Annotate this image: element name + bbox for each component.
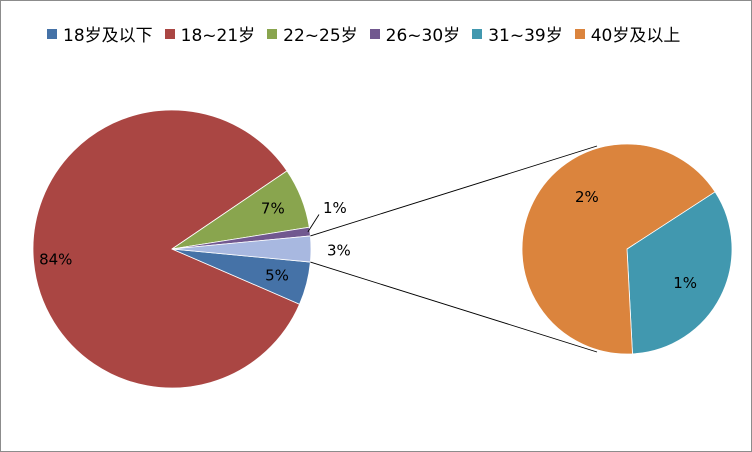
legend-label-4: 31~39岁 bbox=[488, 26, 563, 46]
main-slice-other bbox=[171, 235, 312, 263]
legend-swatch-3 bbox=[369, 28, 380, 39]
connector-line-top bbox=[310, 145, 598, 237]
legend-item-3: 26~30岁 bbox=[369, 21, 461, 46]
legend: 18岁及以下 18~21岁 22~25岁 26~30岁 31~39岁 40岁及以… bbox=[47, 21, 692, 46]
legend-label-3: 26~30岁 bbox=[385, 26, 461, 46]
data-label-22-25: 7% bbox=[261, 200, 285, 218]
legend-swatch-1 bbox=[164, 28, 175, 39]
data-label-31-39: 1% bbox=[673, 274, 697, 292]
legend-swatch-0 bbox=[47, 28, 57, 39]
data-label-18-21: 84% bbox=[39, 250, 72, 268]
connector-line-bottom bbox=[310, 261, 598, 353]
data-label-18-and-under: 5% bbox=[265, 266, 289, 284]
leader-line-26-30 bbox=[307, 214, 320, 233]
data-label-other: 3% bbox=[327, 242, 351, 260]
legend-swatch-2 bbox=[267, 28, 278, 39]
legend-item-4: 31~39岁 bbox=[472, 21, 563, 46]
legend-item-2: 22~25岁 bbox=[267, 21, 358, 46]
legend-item-1: 18~21岁 bbox=[164, 21, 256, 46]
legend-swatch-4 bbox=[472, 28, 483, 39]
data-label-40-and-over: 2% bbox=[575, 188, 599, 206]
legend-label-5: 40岁及以上 bbox=[590, 26, 681, 46]
legend-item-0: 18岁及以下 bbox=[47, 21, 153, 46]
legend-item-5: 40岁及以上 bbox=[574, 21, 681, 46]
legend-label-2: 22~25岁 bbox=[283, 26, 358, 46]
legend-label-1: 18~21岁 bbox=[180, 26, 256, 46]
main-slice-18-21 bbox=[32, 109, 301, 389]
secondary-slice-40-and-over bbox=[521, 143, 716, 355]
data-label-26-30: 1% bbox=[323, 199, 347, 217]
legend-label-0: 18岁及以下 bbox=[63, 26, 153, 46]
legend-swatch-5 bbox=[574, 28, 585, 39]
